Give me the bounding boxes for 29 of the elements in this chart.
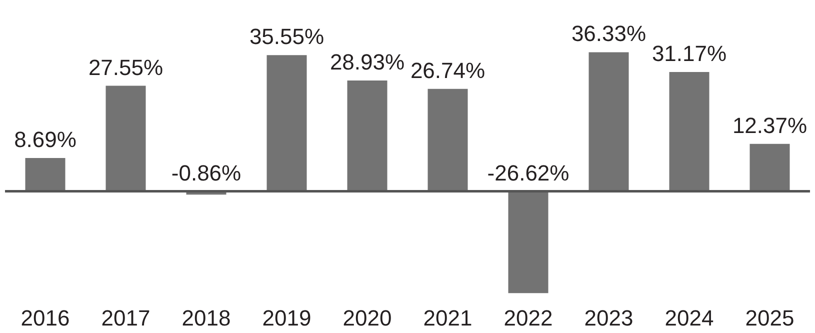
bar bbox=[266, 55, 307, 192]
data-label: 12.37% bbox=[732, 112, 808, 138]
x-tick-label: 2017 bbox=[101, 306, 150, 330]
x-tick-label: 2019 bbox=[262, 306, 312, 330]
data-label: 27.55% bbox=[88, 54, 164, 80]
data-label: 28.93% bbox=[330, 50, 405, 75]
bar bbox=[750, 144, 790, 192]
data-label: 35.55% bbox=[249, 24, 324, 50]
bar bbox=[428, 88, 468, 192]
x-tick-label: 2024 bbox=[664, 306, 714, 330]
data-label: 8.69% bbox=[14, 127, 76, 152]
bar bbox=[508, 191, 548, 294]
x-tick-label: 2016 bbox=[20, 306, 70, 330]
data-label: 26.74% bbox=[410, 58, 486, 83]
data-label: 36.33% bbox=[571, 21, 646, 46]
x-tick-label: 2020 bbox=[342, 306, 392, 330]
bar bbox=[106, 86, 146, 192]
bar bbox=[588, 52, 629, 192]
x-tick-label: 2025 bbox=[745, 306, 794, 330]
x-tick-label: 2022 bbox=[504, 306, 553, 330]
x-tick-label: 2021 bbox=[423, 306, 472, 330]
data-label: -0.86% bbox=[171, 160, 242, 186]
bar bbox=[347, 80, 388, 192]
data-label: 31.17% bbox=[652, 40, 727, 66]
x-tick-label: 2023 bbox=[584, 306, 634, 330]
bar bbox=[25, 158, 66, 192]
data-label: -26.62% bbox=[487, 160, 570, 186]
bar bbox=[669, 72, 710, 192]
x-tick-label: 2018 bbox=[182, 306, 231, 330]
